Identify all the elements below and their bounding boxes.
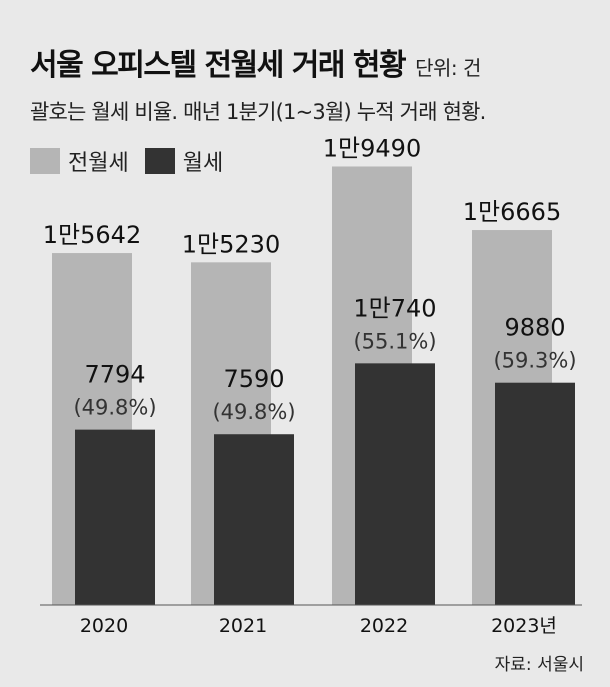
- ratio-label-wolse-0: (49.8%): [73, 396, 156, 420]
- legend-swatch-wolse: [144, 148, 175, 174]
- x-tick-label-0: 2020: [80, 615, 128, 637]
- legend-label-wolse: 월세: [182, 151, 224, 176]
- unit-label: 단위: 건: [415, 56, 481, 80]
- legend: 전월세 월세: [30, 146, 239, 176]
- ratio-label-wolse-2: (55.1%): [353, 329, 436, 353]
- data-label-wolse-1: 7590: [223, 365, 284, 393]
- legend-swatch-jeonwolse: [30, 148, 60, 174]
- legend-item-jeonwolse: 전월세: [30, 145, 129, 177]
- data-label-jeonwolse-0: 1만5642: [43, 221, 141, 249]
- source-note: 자료: 서울시: [494, 655, 584, 675]
- bar-wolse-3: [495, 382, 575, 605]
- data-label-wolse-3: 9880: [504, 314, 565, 342]
- data-label-jeonwolse-3: 1만6665: [463, 198, 561, 226]
- legend-label-jeonwolse: 전월세: [68, 151, 129, 176]
- chart-header: 서울 오피스텔 전월세 거래 현황 단위: 건: [30, 40, 600, 84]
- bar-wolse-1: [214, 434, 294, 605]
- x-tick-label-3: 2023년: [491, 615, 557, 637]
- data-label-wolse-2: 1만740: [353, 294, 436, 322]
- data-label-wolse-0: 7794: [84, 361, 145, 389]
- bar-wolse-2: [355, 363, 435, 605]
- chart-title: 서울 오피스텔 전월세 거래 현황: [30, 48, 407, 83]
- ratio-label-wolse-1: (49.8%): [212, 400, 295, 424]
- bar-wolse-0: [75, 429, 155, 605]
- chart-subtitle: 괄호는 월세 비율. 매년 1분기(1~3월) 누적 거래 현황.: [30, 100, 486, 124]
- data-label-jeonwolse-1: 1만5230: [182, 230, 280, 258]
- legend-item-wolse: 월세: [144, 145, 224, 177]
- x-tick-label-1: 2021: [219, 615, 267, 637]
- ratio-label-wolse-3: (59.3%): [493, 349, 576, 373]
- x-tick-label-2: 2022: [360, 615, 408, 637]
- data-label-jeonwolse-2: 1만9490: [323, 134, 421, 162]
